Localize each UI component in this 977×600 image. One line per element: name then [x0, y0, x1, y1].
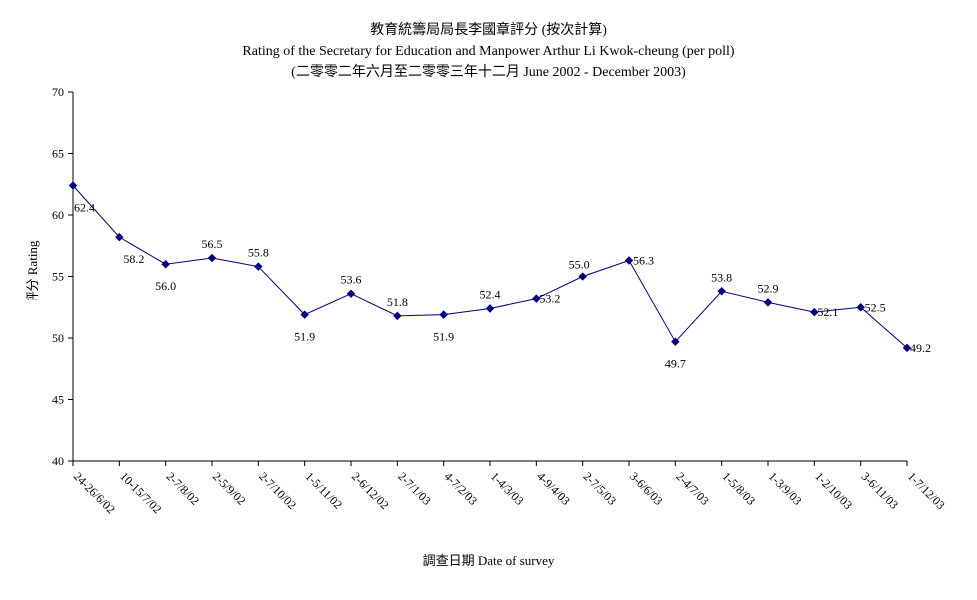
y-tick-label: 45 [52, 393, 64, 407]
data-label: 56.3 [633, 254, 654, 268]
x-tick-label: 1-4/3/03 [488, 469, 527, 508]
data-label: 56.5 [202, 237, 223, 251]
series-line [72, 185, 908, 349]
data-label: 58.2 [123, 252, 144, 266]
x-tick-label: 3-6/11/03 [859, 469, 902, 512]
x-tick-label: 10-15/7/02 [117, 469, 164, 516]
y-tick-label: 50 [52, 331, 64, 345]
data-point [902, 343, 912, 353]
data-point [671, 337, 680, 346]
data-point [763, 298, 773, 307]
x-tick-label: 2-7/1/03 [395, 469, 434, 508]
chart-subtitle-period: (二零零二年六月至二零零三年十二月 June 2002 - December 2… [291, 65, 686, 80]
data-label: 53.6 [341, 273, 362, 287]
data-label: 51.9 [433, 330, 454, 344]
data-point [532, 294, 541, 303]
data-point [856, 303, 865, 312]
x-tick-label: 1-2/10/03 [812, 469, 855, 512]
y-tick-label: 40 [52, 454, 64, 468]
data-point [393, 311, 402, 321]
chart-titles: 教育統籌局局長李國章評分 (按次計算) Rating of the Secret… [0, 20, 977, 83]
x-tick-label: 1-5/11/02 [303, 469, 346, 512]
x-tick-label: 1-5/8/03 [720, 469, 759, 508]
x-tick-label: 4-9/4/03 [534, 469, 573, 508]
data-label: 62.4 [74, 200, 95, 214]
data-point [624, 256, 634, 265]
x-tick-label: 1-3/9/03 [766, 469, 805, 508]
data-point [485, 304, 495, 313]
data-point [810, 307, 819, 317]
data-label: 53.2 [539, 292, 560, 306]
data-point [68, 181, 78, 190]
data-point [346, 289, 356, 298]
data-point [578, 272, 587, 281]
data-label: 52.1 [817, 305, 838, 319]
data-label: 55.0 [569, 258, 590, 272]
x-tick-label: 2-7/5/03 [581, 469, 620, 508]
data-label: 51.8 [387, 295, 408, 309]
data-point [207, 253, 217, 263]
x-tick-label: 2-4/7/03 [673, 469, 712, 508]
data-label: 51.9 [294, 330, 315, 344]
data-point [439, 310, 448, 319]
x-tick-label: 2-6/12/02 [349, 469, 392, 512]
data-point [115, 232, 124, 242]
data-point [300, 310, 309, 319]
y-tick-label: 55 [52, 270, 64, 284]
chart-title: 教育統籌局局長李國章評分 (按次計算) [370, 23, 607, 38]
x-tick-label: 24-26/6/02 [71, 469, 118, 516]
data-point [161, 259, 170, 269]
data-label: 49.7 [665, 357, 686, 371]
x-tick-label: 4-7/2/03 [442, 469, 481, 508]
x-tick-label: 2-7/8/02 [164, 469, 203, 508]
data-label: 52.5 [865, 300, 886, 314]
x-tick-label: 1-7/12/03 [905, 469, 948, 512]
data-point [717, 287, 726, 296]
x-tick-label: 2-7/10/02 [256, 469, 299, 512]
data-label: 49.2 [910, 341, 931, 355]
x-axis-label: 調查日期 Date of survey [422, 553, 555, 568]
x-tick-label: 3-6/6/03 [627, 469, 666, 508]
x-tick-label: 2-5/9/02 [210, 469, 249, 508]
y-axis-label-wrapper: 評分 Ratings [25, 240, 40, 300]
data-label: 56.0 [155, 279, 176, 293]
data-label: 52.9 [758, 281, 779, 295]
y-tick-label: 65 [52, 147, 64, 161]
chart-subtitle: Rating of the Secretary for Education an… [242, 44, 735, 59]
data-label: 53.8 [711, 270, 732, 284]
y-tick-label: 70 [52, 85, 64, 99]
data-label: 52.4 [480, 287, 501, 301]
y-tick-label: 60 [52, 208, 64, 222]
data-label: 55.8 [248, 246, 269, 260]
y-axis-label: 評分 Ratings [25, 240, 40, 300]
